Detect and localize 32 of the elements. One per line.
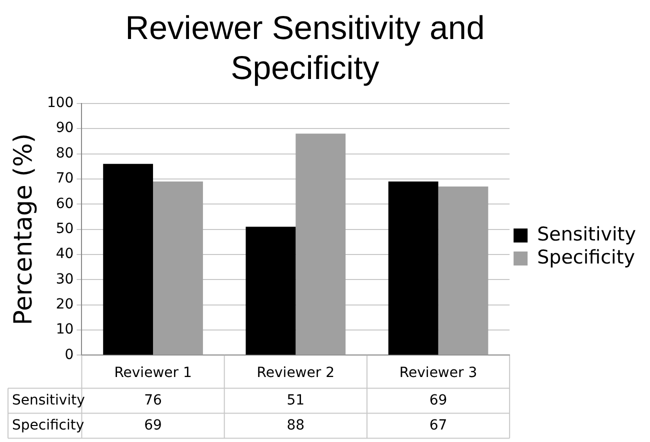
legend-label: Sensitivity <box>537 223 636 246</box>
text: Sensitivity <box>12 392 85 408</box>
y-tick-label: 100 <box>46 95 74 112</box>
y-axis-title: Percentage (%) <box>8 133 38 326</box>
x-tick-label: Reviewer 1 <box>114 365 192 382</box>
y-tick-label: 20 <box>56 296 74 312</box>
y-tick-label: 40 <box>56 246 74 262</box>
data-label: 51 <box>286 392 305 408</box>
bar <box>103 164 154 355</box>
data-label: 69 <box>144 417 162 434</box>
y-tick-label: 10 <box>56 322 74 338</box>
bar <box>246 226 296 355</box>
x-tick-label: Reviewer 2 <box>256 365 334 382</box>
bar <box>388 181 438 355</box>
y-tick-label: 90 <box>56 120 74 136</box>
y-tick-label: 0 <box>64 346 74 363</box>
legend-label: Specificity <box>537 246 636 268</box>
data-label: 88 <box>286 417 305 434</box>
text: Specificity <box>12 417 84 434</box>
data-label: 76 <box>144 392 162 408</box>
y-tick-label: 50 <box>56 220 74 237</box>
y-tick-label: 60 <box>56 196 74 212</box>
y-tick-label: 70 <box>56 170 74 187</box>
chart-title: Reviewer Sensitivity and Specificity <box>124 8 486 88</box>
bar <box>153 181 203 355</box>
y-tick-label: 80 <box>56 145 74 162</box>
data-label: 67 <box>429 417 448 434</box>
bar <box>296 134 346 355</box>
x-tick-label: Reviewer 3 <box>399 365 478 382</box>
y-tick-label: 30 <box>56 271 74 288</box>
bar <box>438 186 488 355</box>
data-label: 69 <box>429 392 448 408</box>
